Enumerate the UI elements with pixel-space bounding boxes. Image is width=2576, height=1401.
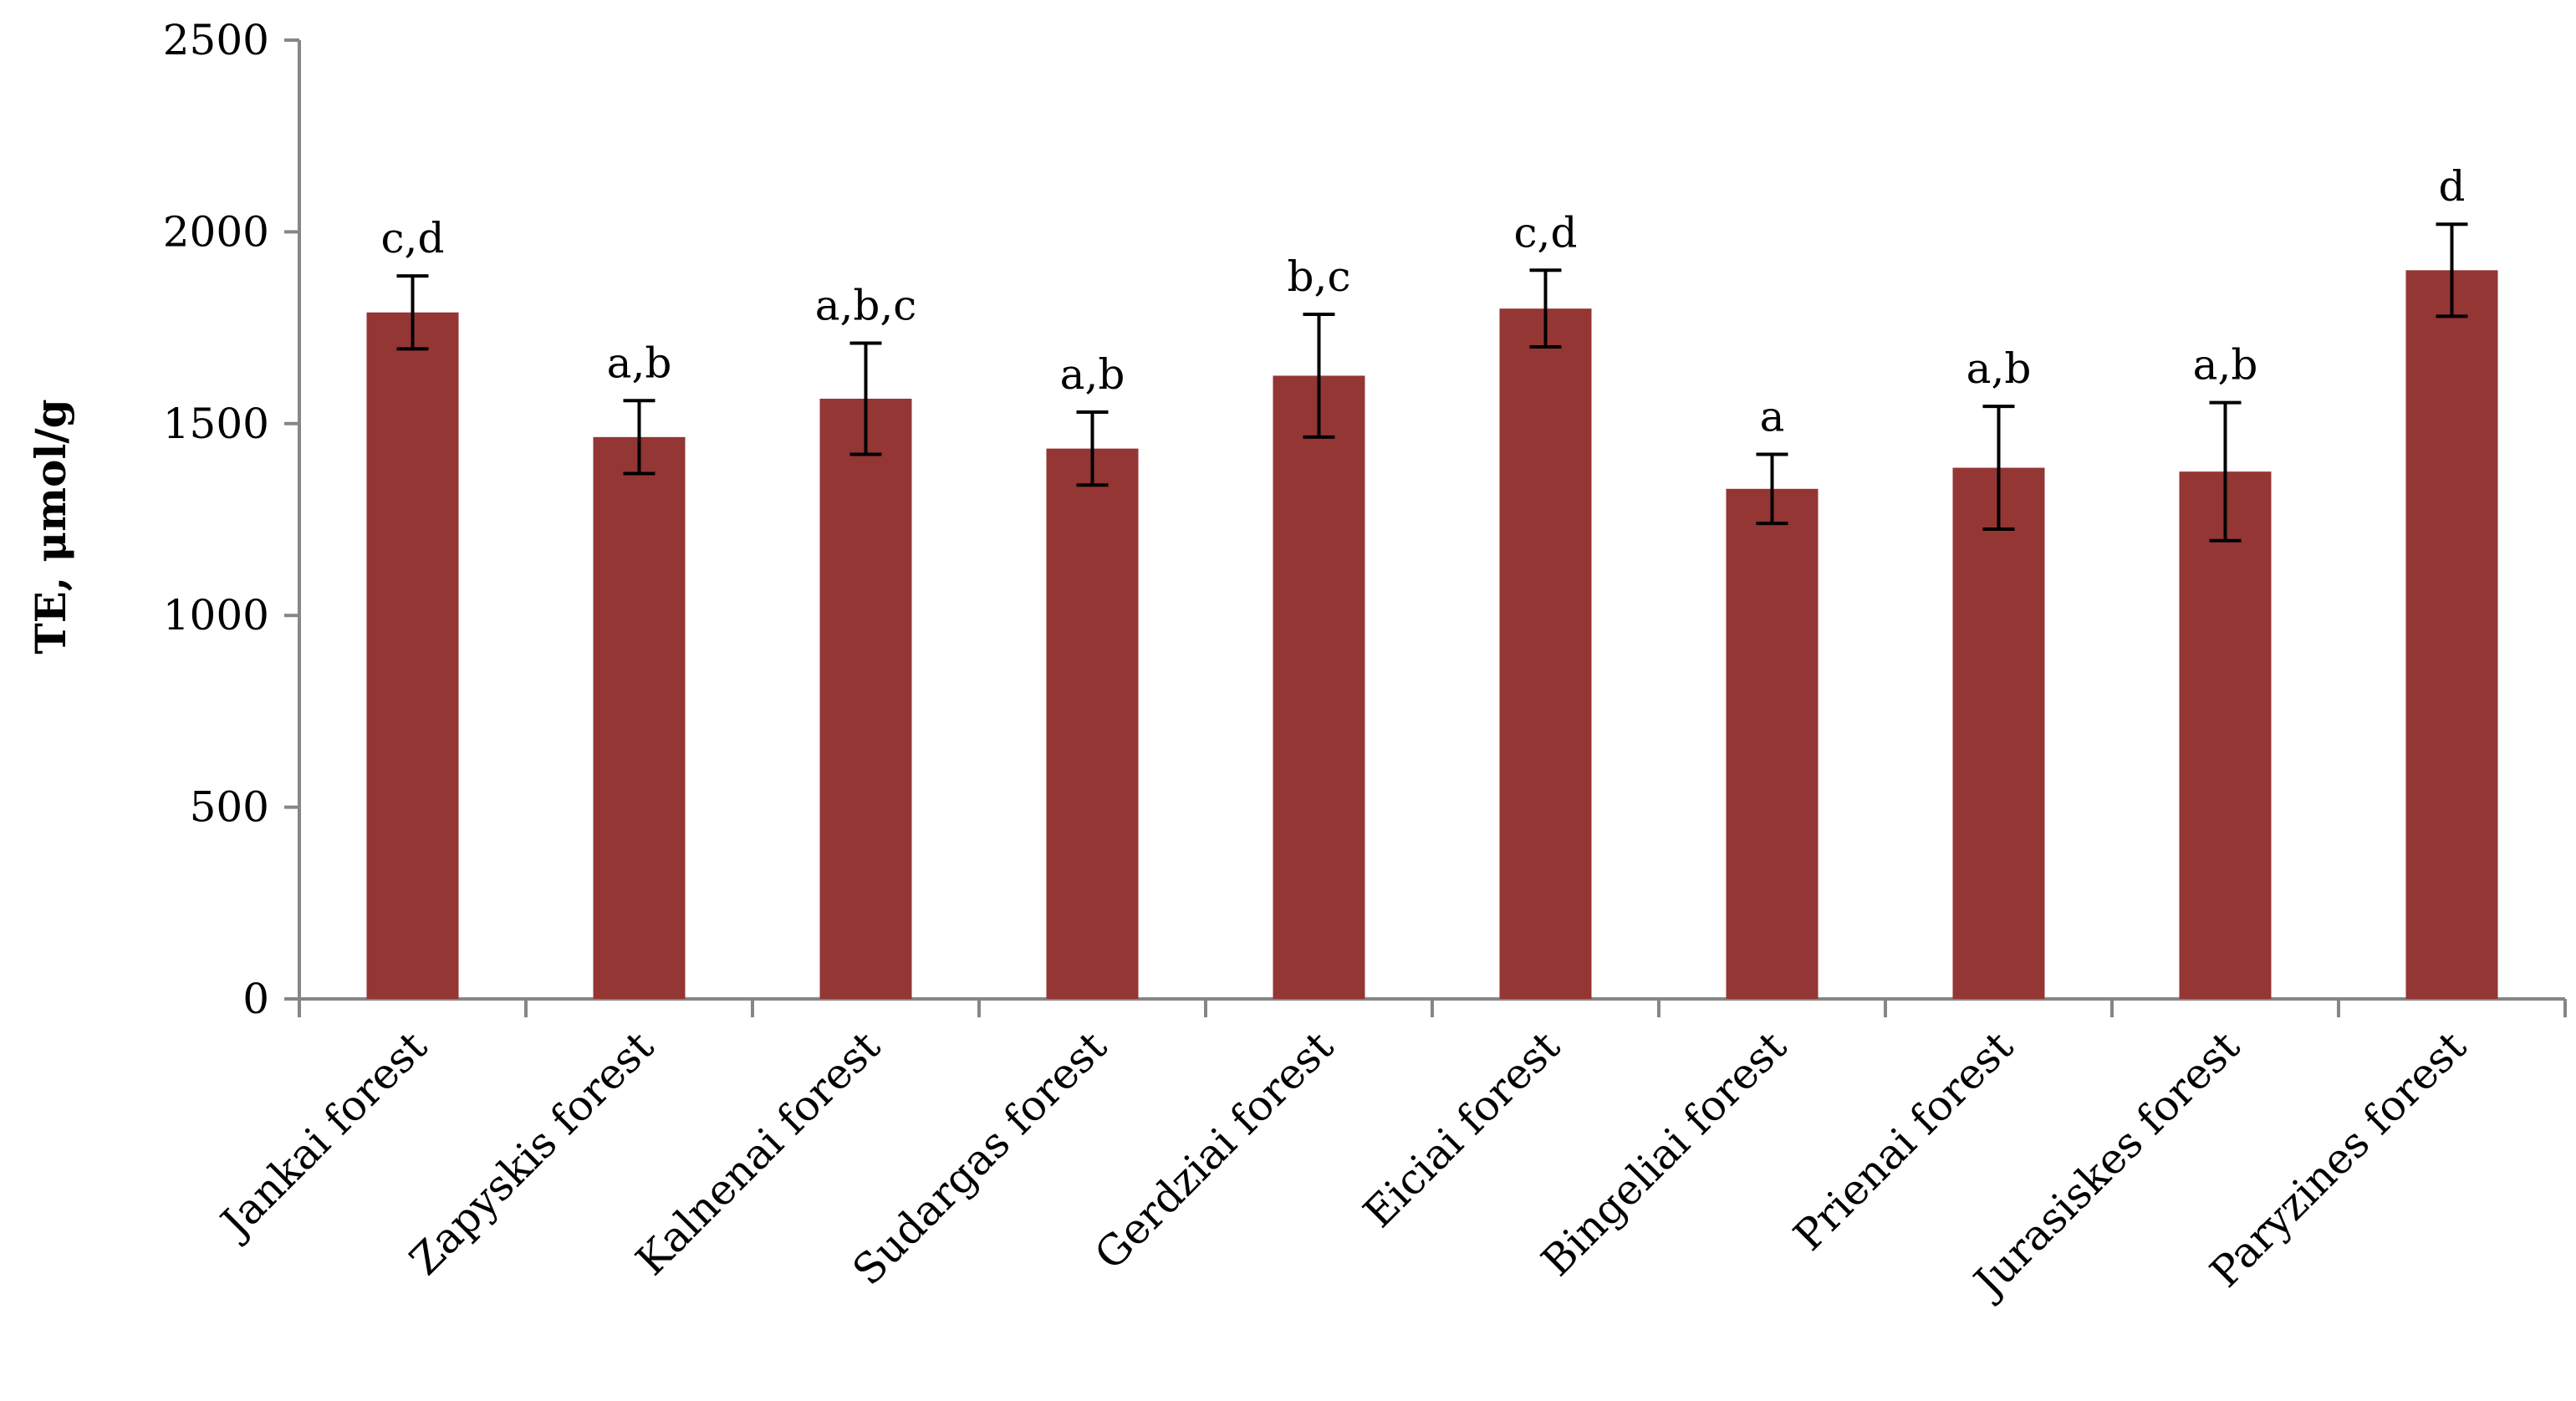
error-bar [2436, 222, 2468, 318]
y-axis-title: TE, μmol/g [26, 399, 75, 654]
significance-label: a,b,c [815, 281, 917, 329]
significance-label: d [2438, 162, 2465, 211]
bar [1726, 488, 1819, 999]
y-tick-label: 2500 [163, 16, 269, 64]
bar [1046, 448, 1139, 999]
bar [1273, 375, 1365, 999]
category-label: Eiciai forest [1354, 1021, 1569, 1236]
category-label: Prienai forest [1784, 1021, 2023, 1260]
y-tick-label: 2000 [163, 207, 269, 256]
y-axis: 0 500 1000 1500 2000 2500 [163, 16, 301, 1023]
significance-label: c,d [381, 214, 445, 262]
bars-group [366, 270, 2498, 999]
bar [2405, 270, 2498, 999]
significance-label: b,c [1288, 252, 1351, 301]
x-axis [298, 997, 2567, 1017]
significance-label: a,b [1966, 344, 2032, 393]
bar [819, 398, 912, 999]
category-label: Bingeliai forest [1533, 1021, 1796, 1285]
significance-labels-group: c,d a,b a,b,c a,b b,c c,d a a,b a,b d [381, 162, 2466, 441]
error-bar [396, 274, 429, 351]
significance-label: c,d [1514, 208, 1578, 257]
error-bar [849, 341, 882, 456]
error-bar [1076, 410, 1109, 487]
error-bar [2209, 400, 2242, 543]
bar [2179, 471, 2272, 999]
category-label: Sudargas forest [844, 1021, 1116, 1294]
significance-label: a,b [2193, 341, 2258, 390]
significance-label: a,b [607, 339, 672, 387]
bar [593, 436, 686, 999]
bar [1952, 467, 2045, 999]
y-tick-label: 500 [190, 783, 269, 832]
y-tick-label: 0 [242, 975, 269, 1023]
bar [366, 312, 459, 999]
significance-label: a,b [1060, 350, 1125, 399]
category-label: Gerdziai forest [1085, 1021, 1343, 1279]
significance-label: a [1760, 393, 1785, 441]
y-tick-label: 1000 [163, 591, 269, 639]
error-bar [1529, 268, 1562, 349]
error-bars-group [396, 222, 2468, 543]
category-label: Zapyskis forest [400, 1021, 663, 1284]
error-bar [1303, 313, 1335, 439]
error-bar [1982, 405, 2015, 531]
category-label: Kalnenai forest [627, 1021, 890, 1284]
y-tick-label: 1500 [163, 400, 269, 448]
category-label: Jankai forest [209, 1021, 436, 1249]
error-bar [1756, 452, 1788, 526]
bar [1499, 308, 1592, 999]
error-bar [623, 399, 655, 476]
